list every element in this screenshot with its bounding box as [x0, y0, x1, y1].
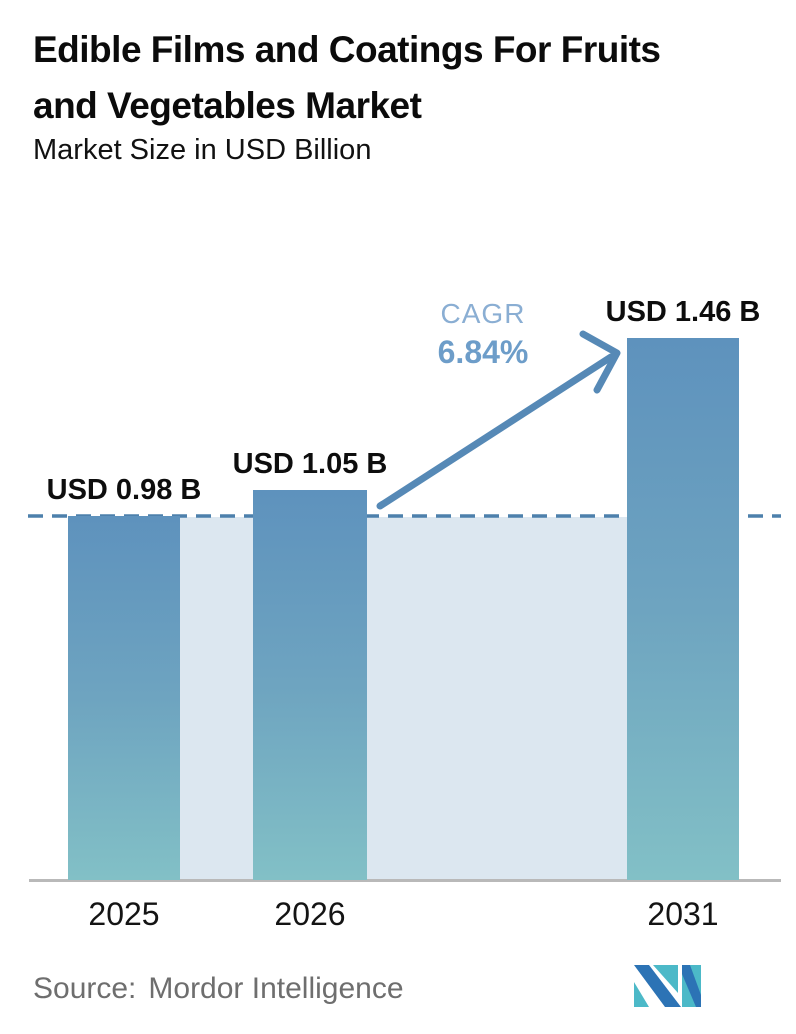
value-label-2025: USD 0.98 B — [46, 474, 202, 506]
growth-arrow-head — [579, 330, 621, 394]
title-line-1: Edible Films and Coatings For Fruits — [33, 29, 661, 70]
source-name: Mordor Intelligence — [148, 972, 404, 1005]
growth-arrow-shaft — [376, 353, 615, 510]
page-title: Edible Films and Coatings For Fruits and… — [33, 22, 661, 134]
bar-2025 — [68, 516, 180, 880]
title-line-2: and Vegetables Market — [33, 85, 422, 126]
x-tick-2025: 2025 — [88, 896, 160, 932]
x-tick-2031: 2031 — [647, 896, 719, 932]
bar-2031 — [627, 338, 739, 880]
cagr-value: 6.84% — [437, 334, 529, 370]
bar-2026 — [253, 490, 367, 880]
mordor-intelligence-logo-icon — [634, 965, 701, 1007]
source-attribution: Source: Mordor Intelligence — [33, 972, 404, 1006]
x-axis-line — [29, 879, 781, 882]
cagr-annotation: CAGR 6.84% — [438, 298, 529, 371]
x-tick-2026: 2026 — [274, 896, 346, 932]
value-label-2026: USD 1.05 B — [232, 448, 388, 480]
chart-subtitle: Market Size in USD Billion — [33, 134, 372, 166]
cagr-label: CAGR — [440, 298, 526, 329]
source-prefix: Source: — [33, 972, 137, 1005]
value-label-2031: USD 1.46 B — [605, 296, 761, 328]
